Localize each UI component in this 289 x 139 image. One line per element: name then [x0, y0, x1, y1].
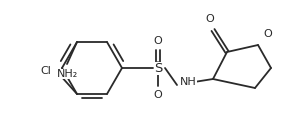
Text: O: O	[154, 90, 162, 100]
Text: S: S	[154, 61, 162, 75]
Text: NH: NH	[180, 77, 197, 87]
Text: Cl: Cl	[40, 66, 51, 76]
Text: O: O	[263, 29, 272, 39]
Text: O: O	[206, 14, 214, 24]
Text: O: O	[154, 36, 162, 46]
Text: NH₂: NH₂	[56, 69, 78, 79]
